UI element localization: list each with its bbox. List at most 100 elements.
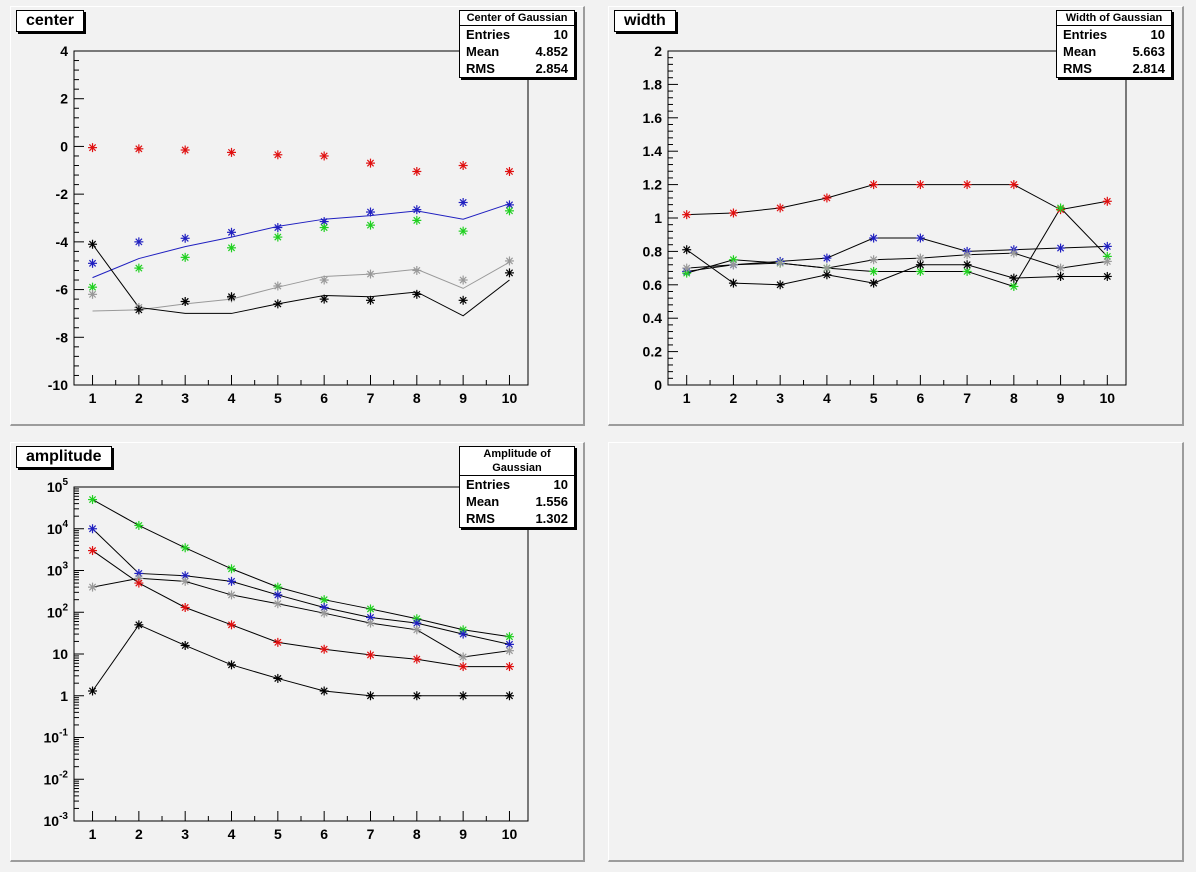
data-point [728, 278, 738, 288]
x-tick-label: 7 [367, 826, 375, 842]
data-point [319, 151, 329, 161]
series-line-4 [92, 243, 510, 317]
data-point [88, 258, 98, 268]
y-tick-label: 0.6 [643, 277, 663, 293]
y-tick-label: 10-3 [44, 811, 69, 829]
data-point [504, 268, 514, 278]
x-tick-label: 3 [181, 390, 189, 406]
data-point [458, 652, 468, 662]
series-line-0 [92, 499, 510, 638]
x-tick-label: 4 [823, 390, 831, 406]
data-point [365, 269, 375, 279]
data-point [1102, 251, 1112, 261]
data-point [1009, 180, 1019, 190]
data-point [227, 243, 237, 253]
data-point [180, 297, 190, 306]
data-point [273, 281, 283, 291]
data-point [504, 206, 514, 216]
data-point [412, 691, 422, 701]
pad-title-center: center [16, 10, 85, 32]
data-point [1056, 263, 1066, 273]
data-point [88, 582, 98, 592]
y-tick-label: 10-2 [44, 769, 69, 787]
series-line-4 [686, 249, 1108, 286]
data-point [458, 662, 468, 672]
x-tick-label: 5 [870, 390, 878, 406]
data-point [180, 602, 190, 612]
data-point [273, 223, 283, 233]
y-tick-label: 2 [60, 91, 68, 107]
x-tick-label: 8 [413, 390, 421, 406]
data-point [682, 245, 692, 255]
data-point [775, 203, 785, 213]
stats-row-entries: Entries 10 [466, 477, 568, 492]
data-point [273, 232, 283, 242]
y-tick-label: 1 [60, 688, 68, 704]
y-tick-label: 1.2 [643, 177, 663, 193]
stats-row-rms: RMS 2.854 [466, 61, 568, 76]
x-tick-label: 1 [89, 390, 97, 406]
stats-title: Amplitude of Gaussian [460, 447, 574, 476]
data-point [180, 640, 190, 650]
y-tick-label: -2 [56, 186, 69, 202]
data-point [227, 227, 237, 237]
data-point [227, 590, 237, 600]
data-point [365, 158, 375, 168]
pad-width: 0 0.2 0.4 0.6 0.8 1 1.2 1.4 1.6 1.8 2 1 2 3 4 5 6 7 8 9 10 w… [608, 6, 1184, 426]
y-tick-label: 10 [52, 646, 68, 662]
pad-title-amplitude: amplitude [16, 446, 112, 468]
y-tick-label: -8 [56, 329, 69, 345]
data-point [504, 632, 514, 642]
stats-row-entries: Entries 10 [466, 27, 568, 42]
data-point [962, 250, 972, 260]
data-point [180, 145, 190, 155]
data-point [962, 180, 972, 190]
data-point [273, 673, 283, 683]
width-plot: 0 0.2 0.4 0.6 0.8 1 1.2 1.4 1.6 1.8 2 1 2 3 4 5 6 7 8 9 10 [643, 43, 1127, 406]
data-point [365, 618, 375, 628]
plot-frame [73, 50, 529, 386]
data-point [1009, 273, 1019, 283]
data-point [319, 686, 329, 696]
stats-row-mean: Mean 1.556 [466, 494, 568, 509]
data-point [458, 161, 468, 171]
data-point [412, 205, 422, 215]
data-point [88, 289, 98, 299]
stats-box-amplitude: Amplitude of Gaussian Entries 10 Mean 1.55… [459, 446, 575, 528]
x-tick-label: 4 [228, 390, 236, 406]
data-point [412, 265, 422, 275]
data-point [365, 220, 375, 230]
x-tick-label: 3 [776, 390, 784, 406]
data-point [822, 193, 832, 203]
data-point [227, 564, 237, 574]
pad-empty [608, 442, 1184, 862]
x-tick-label: 5 [274, 826, 282, 842]
y-tick-label: -10 [48, 377, 68, 393]
y-tick-label: -4 [56, 234, 69, 250]
stats-box-width: Width of Gaussian Entries 10 Mean 5.663 RM… [1056, 10, 1172, 78]
data-point [775, 258, 785, 268]
data-point [962, 260, 972, 270]
data-point [412, 625, 422, 635]
pad-title-width: width [614, 10, 676, 32]
data-point [504, 256, 514, 266]
x-tick-label: 9 [459, 390, 467, 406]
series-line-1 [686, 237, 1108, 272]
data-point [273, 637, 283, 647]
data-point [134, 237, 144, 247]
data-point [504, 166, 514, 176]
series-line-3 [686, 252, 1108, 269]
data-point [915, 180, 925, 190]
data-point [134, 578, 144, 588]
data-point [1102, 256, 1112, 266]
series-line-1 [92, 203, 510, 279]
x-tick-label: 10 [502, 390, 518, 406]
pad-center: -10 -8 -6 -4 -2 0 2 4 1 2 3 4 5 6 7 8 9 10 center Center … [10, 6, 585, 426]
y-tick-label: 2 [654, 43, 662, 59]
x-tick-label: 6 [320, 390, 328, 406]
stats-row-rms: RMS 1.302 [466, 511, 568, 526]
x-tick-label: 1 [683, 390, 691, 406]
stats-box-center: Center of Gaussian Entries 10 Mean 4.852 R… [459, 10, 575, 78]
data-point [180, 252, 190, 262]
data-point [458, 691, 468, 701]
